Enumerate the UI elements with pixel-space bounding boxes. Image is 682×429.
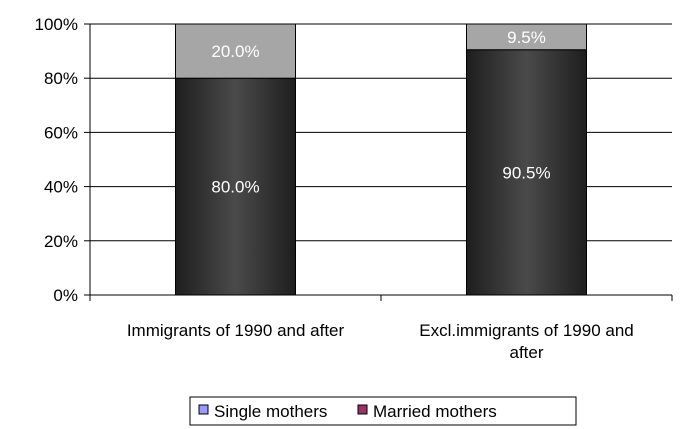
bar-segment	[466, 23, 587, 51]
legend: Single mothers Married mothers	[189, 396, 577, 426]
y-tick-label: 80%	[44, 69, 78, 88]
axes	[84, 23, 673, 301]
y-tick-label: 0%	[53, 286, 78, 305]
y-tick-label: 100%	[35, 15, 78, 34]
bar-segment	[175, 23, 296, 79]
y-tick-label: 40%	[44, 178, 78, 197]
bar-segment	[175, 77, 296, 296]
y-tick-label: 20%	[44, 232, 78, 251]
data-label: 90.5%	[502, 163, 550, 182]
legend-swatch	[198, 404, 209, 415]
data-label: 20.0%	[211, 42, 259, 61]
data-label: 80.0%	[211, 178, 259, 197]
category-label: Excl.immigrants of 1990 and after	[419, 321, 634, 362]
y-tick-label: 60%	[44, 123, 78, 142]
legend-swatch	[357, 404, 368, 415]
labels: 0% 20% 40% 60% 80% 100% 80.0% 20.0% Immigrants o…	[35, 15, 634, 362]
category-label: Immigrants of 1990 and after	[127, 321, 345, 340]
bars	[175, 23, 587, 296]
legend-box	[189, 396, 577, 426]
data-label: 9.5%	[507, 28, 546, 47]
legend-label: Married mothers	[373, 402, 497, 421]
legend-label: Single mothers	[214, 402, 327, 421]
